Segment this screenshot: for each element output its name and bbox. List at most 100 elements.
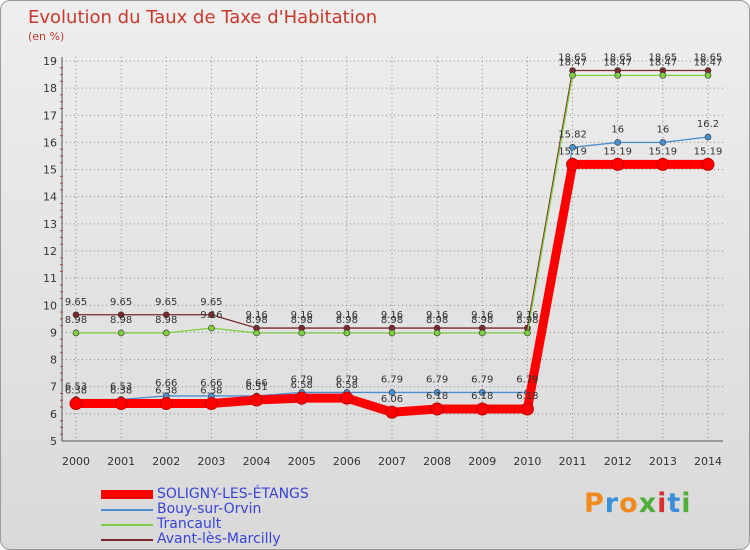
data-label: 6.18	[426, 391, 448, 402]
series-line-2	[76, 74, 708, 334]
logo-letter: t	[667, 488, 682, 519]
data-label: 6.79	[336, 374, 358, 385]
data-label: 9.65	[155, 297, 177, 308]
data-label: 6.79	[471, 374, 493, 385]
data-point	[250, 393, 264, 407]
data-label: 18.47	[558, 57, 587, 68]
y-tick-label: 15	[43, 164, 57, 177]
data-label: 18.65	[649, 53, 678, 64]
series-line-1	[76, 136, 709, 401]
data-label: 6.38	[200, 386, 222, 397]
legend: SOLIGNY-LES-ÉTANGS Bouy-sur-Orvin Trancaul…	[101, 487, 309, 547]
y-tick-label: 12	[43, 245, 57, 258]
y-tick-label: 13	[43, 218, 57, 231]
data-label: 6.51	[245, 382, 267, 393]
data-point	[430, 402, 444, 416]
logo-letter: x	[638, 488, 658, 519]
x-tick-label: 2014	[694, 455, 722, 468]
data-point	[162, 311, 170, 319]
y-tick-label: 8	[50, 354, 57, 367]
x-tick-label: 2005	[288, 455, 316, 468]
data-point	[385, 405, 399, 419]
data-point	[340, 391, 354, 405]
legend-label: SOLIGNY-LES-ÉTANGS	[157, 486, 309, 502]
data-point	[614, 72, 622, 79]
y-tick-label: 5	[50, 435, 57, 448]
data-label: 16	[656, 124, 669, 135]
data-label: 6.18	[516, 391, 538, 402]
y-tick-label: 11	[43, 272, 57, 285]
x-tick-label: 2002	[152, 455, 180, 468]
data-point	[611, 157, 625, 171]
data-label: 9.16	[245, 310, 267, 321]
data-label: 9.16	[471, 310, 493, 321]
data-point	[478, 329, 486, 337]
data-point	[298, 329, 306, 337]
legend-label: Bouy-sur-Orvin	[157, 501, 262, 517]
grid	[62, 57, 723, 442]
x-tick-label: 2013	[649, 455, 677, 468]
data-label: 6.79	[381, 374, 403, 385]
data-label: 6.66	[155, 378, 177, 389]
x-tick-label: 2010	[513, 455, 541, 468]
data-point	[388, 329, 396, 337]
data-label: 6.79	[426, 374, 448, 385]
legend-item: SOLIGNY-LES-ÉTANGS	[101, 487, 309, 502]
legend-swatch	[101, 508, 153, 511]
data-label: 9.65	[110, 297, 132, 308]
data-point	[478, 389, 486, 396]
data-point	[117, 311, 125, 319]
data-point	[614, 139, 622, 146]
data-label: 8.98	[291, 315, 313, 326]
data-label: 6.79	[516, 374, 538, 385]
data-label: 9.16	[426, 310, 448, 321]
data-point	[475, 402, 489, 416]
legend-item: Bouy-sur-Orvin	[101, 502, 309, 517]
data-point	[159, 397, 173, 411]
data-label: 16.2	[697, 119, 719, 130]
chart-subtitle: (en %)	[28, 30, 65, 43]
data-label: 8.98	[155, 315, 177, 326]
logo-letter: P	[584, 488, 605, 519]
x-tick-label: 2003	[197, 455, 225, 468]
data-point	[659, 72, 667, 79]
y-tick-label: 7	[50, 381, 57, 394]
data-point	[162, 329, 170, 337]
data-label: 18.47	[649, 57, 678, 68]
legend-item: Trancault	[101, 517, 309, 532]
y-tick-label: 16	[43, 136, 57, 149]
data-label: 16	[611, 124, 624, 135]
y-tick-label: 10	[43, 299, 57, 312]
data-label: 9.65	[65, 297, 87, 308]
data-label: 18.65	[558, 53, 587, 64]
logo-letter: i	[657, 488, 668, 519]
data-label: 18.65	[603, 53, 632, 64]
x-tick-label: 2012	[604, 455, 632, 468]
x-tick-label: 2000	[62, 455, 90, 468]
data-label: 8.98	[516, 315, 538, 326]
data-point	[388, 389, 396, 396]
data-label: 6.38	[65, 386, 87, 397]
data-point	[253, 329, 260, 337]
data-label: 6.53	[110, 381, 132, 392]
data-label: 15.19	[558, 146, 587, 157]
data-label: 6.79	[291, 374, 313, 385]
data-point	[69, 397, 83, 411]
data-label: 6.18	[471, 391, 493, 402]
y-tick-label: 17	[43, 109, 57, 122]
data-label: 6.06	[381, 394, 403, 405]
data-label: 6.58	[291, 380, 313, 391]
y-tick-label: 19	[43, 55, 57, 68]
y-tick-label: 18	[43, 82, 57, 95]
legend-swatch	[101, 490, 153, 499]
x-tick-label: 2007	[378, 455, 406, 468]
y-tick-label: 14	[43, 191, 57, 204]
x-tick-label: 2006	[333, 455, 361, 468]
logo-letter: o	[619, 488, 639, 519]
data-point	[433, 329, 441, 337]
series-layer	[69, 67, 715, 419]
data-label: 8.98	[381, 315, 403, 326]
data-label: 18.47	[694, 57, 723, 68]
